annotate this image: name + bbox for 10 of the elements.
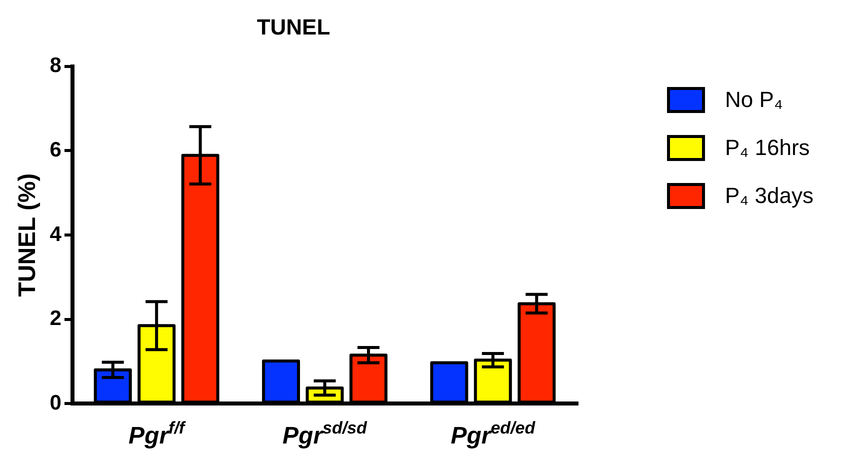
y-tick-label: 8: [50, 54, 62, 78]
y-axis-title: TUNEL (%): [14, 173, 42, 297]
y-tick-label: 6: [50, 138, 62, 162]
legend-label: P₄ 3days: [725, 183, 814, 209]
y-tick-label: 0: [50, 391, 62, 414]
legend-label: P₄ 16hrs: [725, 135, 810, 161]
y-tick-label: 4: [50, 222, 62, 246]
legend-label: No P₄: [725, 87, 783, 113]
y-tick-label: 2: [50, 307, 62, 330]
chart-title: TUNEL: [256, 14, 330, 40]
